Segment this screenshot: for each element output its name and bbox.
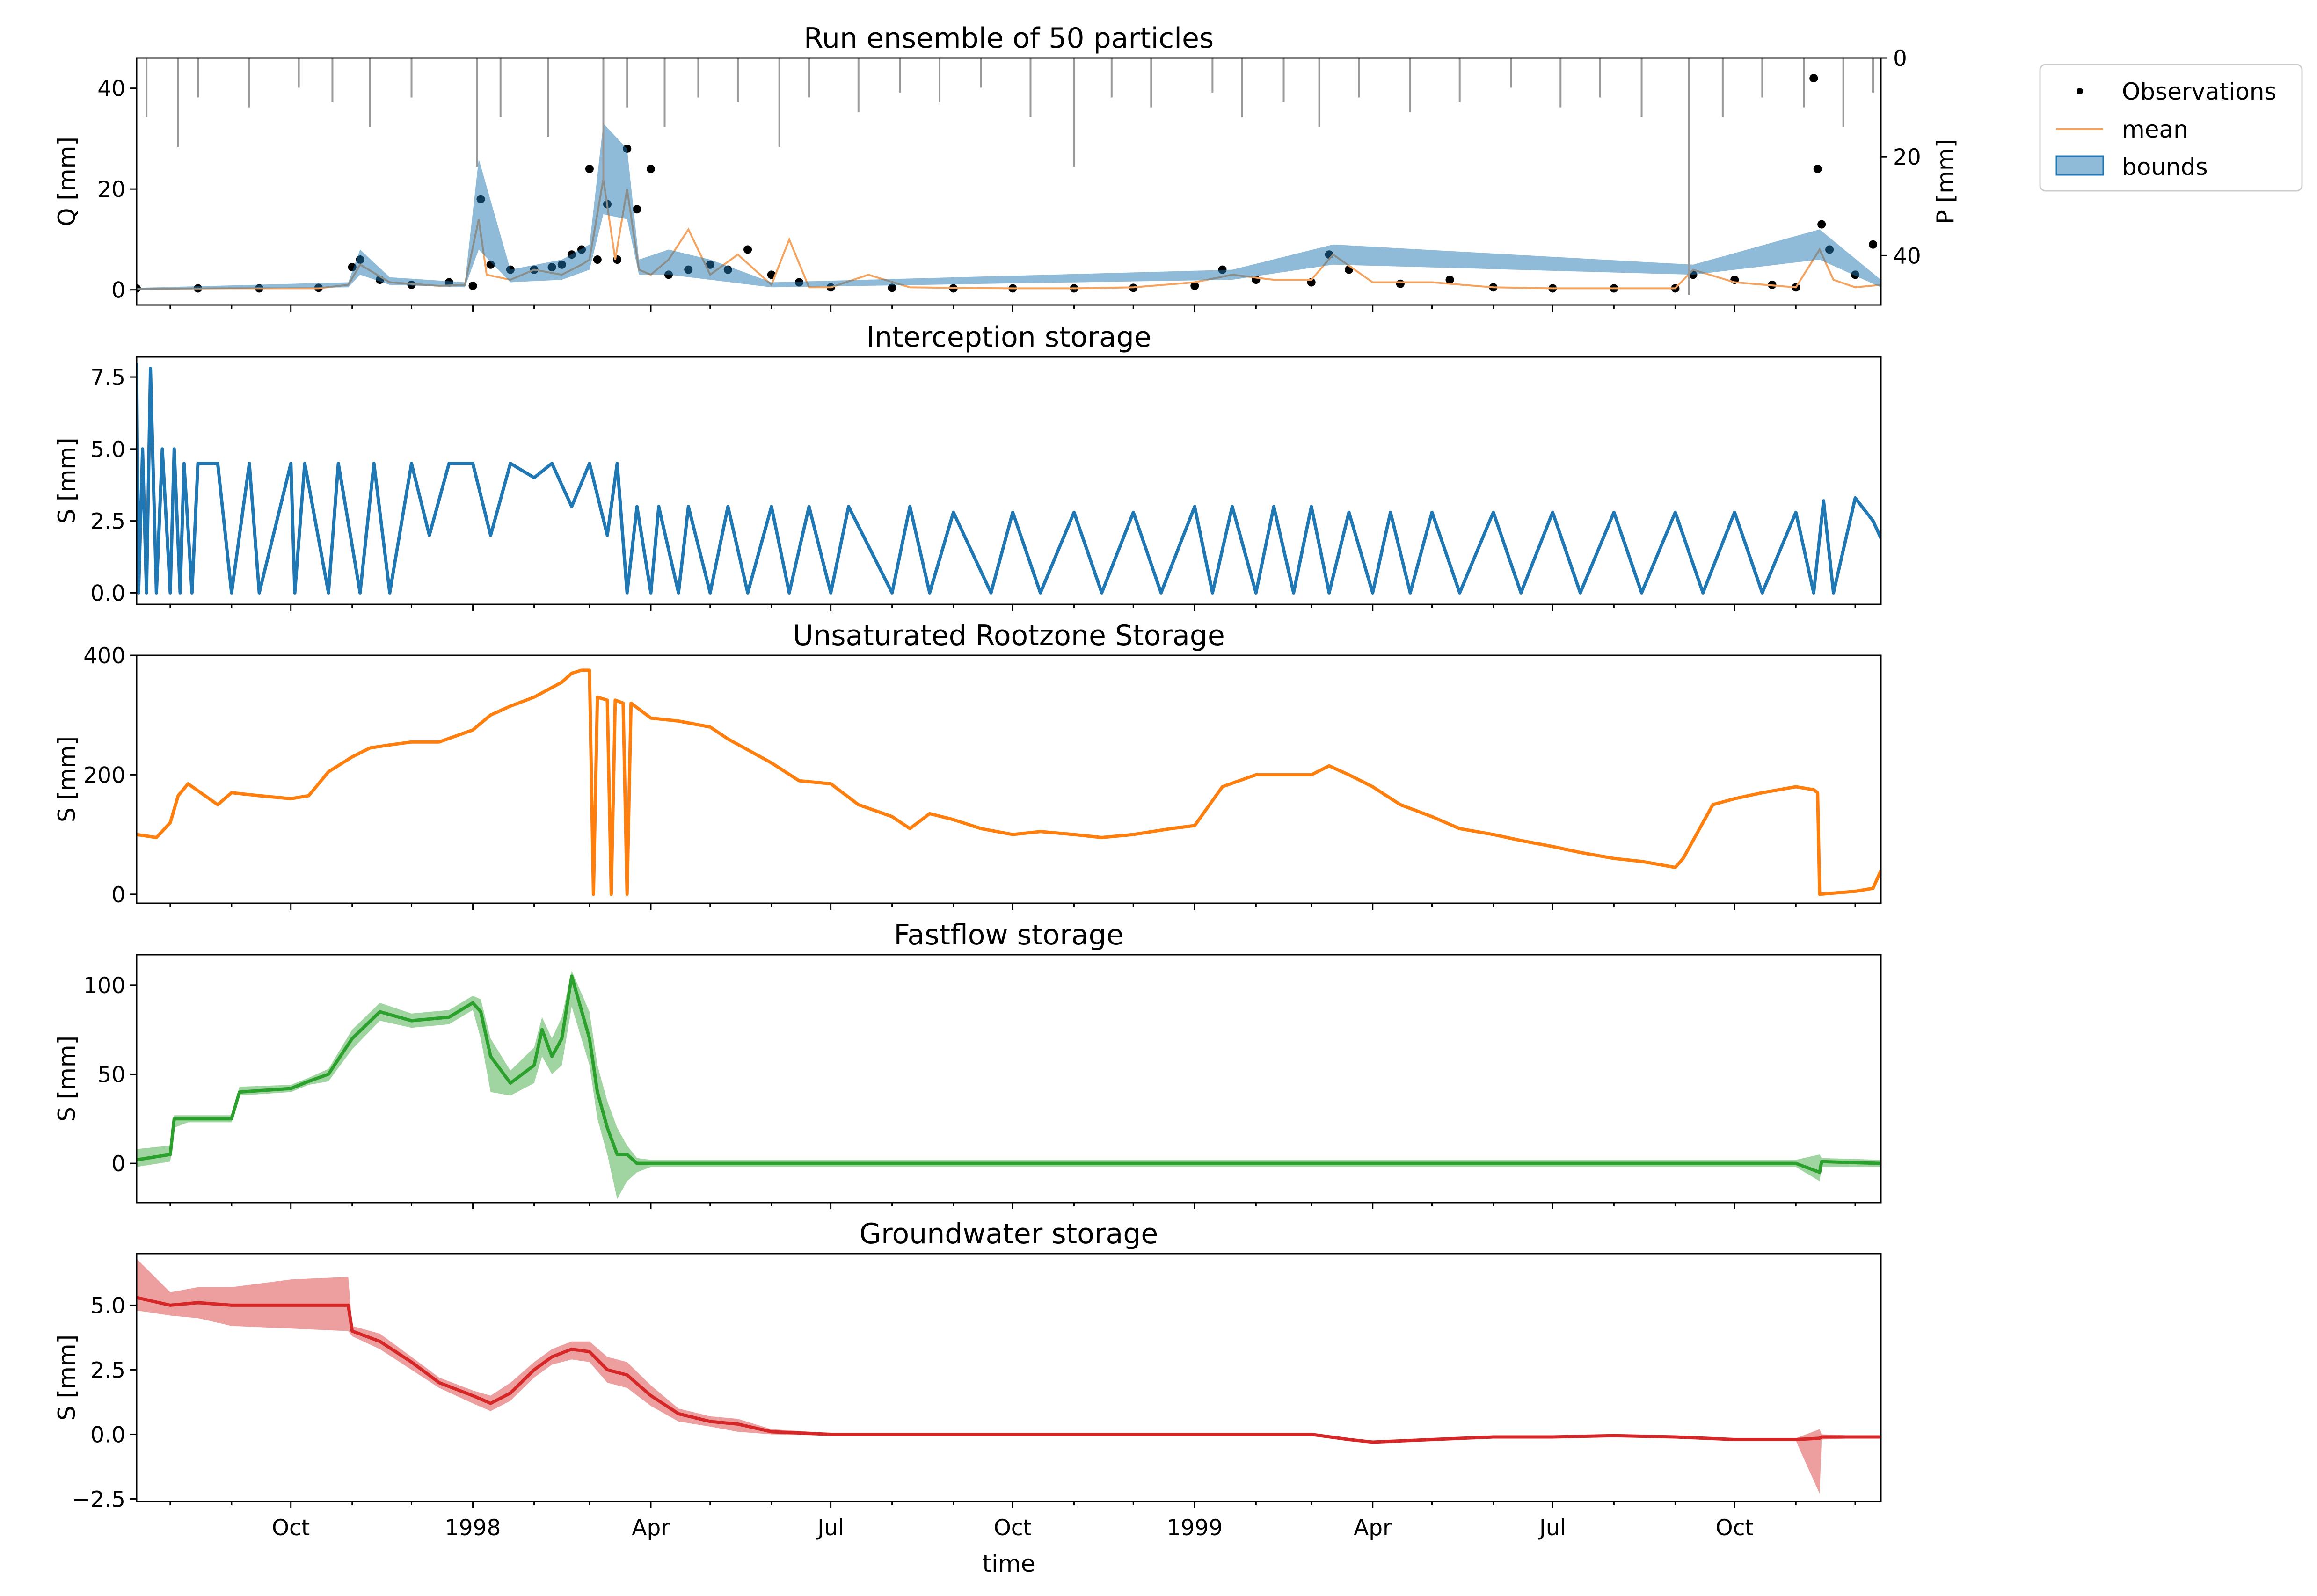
y-axis-label: S [mm] — [53, 437, 80, 523]
axes-frame — [136, 356, 1882, 605]
bounds-band — [137, 123, 1881, 290]
y-tick-label: 100 — [83, 973, 125, 999]
plot-area — [137, 363, 1881, 595]
x-tick-label: Jul — [1538, 1515, 1566, 1541]
observation-point — [743, 245, 752, 254]
observation-point — [1190, 282, 1199, 290]
axes-frame — [136, 57, 1882, 306]
y-tick-label: 0 — [111, 1151, 125, 1177]
observation-point — [633, 205, 641, 214]
y-axis-label: S [mm] — [53, 1335, 80, 1421]
x-tick-label: Jul — [816, 1515, 844, 1541]
observation-point — [1396, 279, 1405, 288]
plot-area — [137, 58, 1881, 295]
panel-title: Interception storage — [866, 321, 1151, 354]
storage-line — [137, 1296, 1881, 1444]
panel-title: Unsaturated Rootzone Storage — [793, 619, 1224, 652]
y-tick-label: 20 — [97, 177, 125, 203]
observation-point — [1809, 74, 1818, 83]
legend-bounds-marker — [2055, 155, 2104, 176]
y-tick-label: 0 — [111, 278, 125, 304]
y2-tick-label: 0 — [1893, 46, 1907, 72]
y-tick-label: 40 — [97, 76, 125, 102]
panel-discharge: Run ensemble of 50 particles 0 20 40 Q [mm] 0… — [53, 22, 1959, 312]
observation-point — [1869, 240, 1878, 249]
x-tick-label: 1999 — [1167, 1515, 1223, 1541]
x-tick-label: Oct — [272, 1515, 310, 1541]
y-tick-label: 0.0 — [90, 580, 125, 606]
legend-observations-label: Observations — [2122, 78, 2277, 105]
observation-point — [888, 283, 896, 292]
plot-area — [137, 1259, 1881, 1494]
y-axis-label: S [mm] — [53, 1036, 80, 1122]
panel-groundwater: Groundwater storage −2.5 0.0 2.5 5.0 S [mm] — [53, 1218, 1882, 1512]
y-tick-label: 50 — [97, 1062, 125, 1088]
y-tick-label: 2.5 — [90, 1357, 125, 1383]
storage-line — [137, 363, 1881, 595]
panel-title: Groundwater storage — [860, 1218, 1158, 1250]
observation-point — [593, 255, 602, 264]
observation-point — [1817, 220, 1826, 229]
y-tick-label: 5.0 — [90, 1293, 125, 1319]
plot-area — [137, 668, 1881, 896]
y2-axis-label: P [mm] — [1932, 139, 1959, 224]
x-axis-label: time — [983, 1550, 1035, 1577]
y-tick-label: 7.5 — [90, 365, 125, 391]
panel-fastflow: Fastflow storage 0 50 100 S [mm] — [53, 919, 1882, 1209]
legend: Observations mean bounds — [2039, 64, 2303, 192]
panel-title: Fastflow storage — [894, 919, 1123, 951]
x-tick-label: 1998 — [445, 1515, 501, 1541]
y2-tick-label: 40 — [1893, 243, 1921, 269]
observation-point — [646, 165, 655, 174]
storage-line — [137, 974, 1881, 1174]
y-tick-label: 200 — [83, 762, 125, 788]
plot-area — [137, 971, 1881, 1199]
axes-frame — [136, 954, 1882, 1204]
legend-mean-label: mean — [2122, 116, 2188, 143]
x-tick-label: Oct — [994, 1515, 1032, 1541]
y-tick-label: 0.0 — [90, 1422, 125, 1448]
ensemble-band — [137, 1259, 1881, 1494]
y-tick-label: 400 — [83, 643, 125, 669]
y-tick-label: −2.5 — [72, 1487, 125, 1512]
storage-line — [137, 668, 1881, 896]
observation-point — [767, 270, 776, 279]
panel-interception: Interception storage 0.0 2.5 5.0 7.5 S [mm] — [53, 321, 1882, 611]
y-axis-label: S [mm] — [53, 736, 80, 822]
observation-point — [1445, 276, 1454, 284]
panel-rootzone: Unsaturated Rootzone Storage 0 200 400 S [mm… — [53, 619, 1882, 910]
observation-point — [1813, 165, 1822, 174]
observation-point — [585, 165, 594, 174]
panel-title: Run ensemble of 50 particles — [804, 22, 1214, 55]
y-tick-label: 5.0 — [90, 437, 125, 463]
axes-frame — [136, 654, 1882, 904]
y-axis-label: Q [mm] — [53, 137, 80, 226]
legend-bounds-label: bounds — [2122, 153, 2208, 181]
y-tick-label: 0 — [111, 882, 125, 908]
x-tick-label: Apr — [1354, 1515, 1392, 1541]
y2-tick-label: 20 — [1893, 145, 1921, 170]
y-tick-label: 2.5 — [90, 509, 125, 535]
x-tick-label: Oct — [1716, 1515, 1754, 1541]
x-tick-label: Apr — [632, 1515, 670, 1541]
observation-point — [468, 282, 477, 290]
legend-observations-marker — [2077, 88, 2083, 94]
axes-frame — [136, 1253, 1882, 1502]
